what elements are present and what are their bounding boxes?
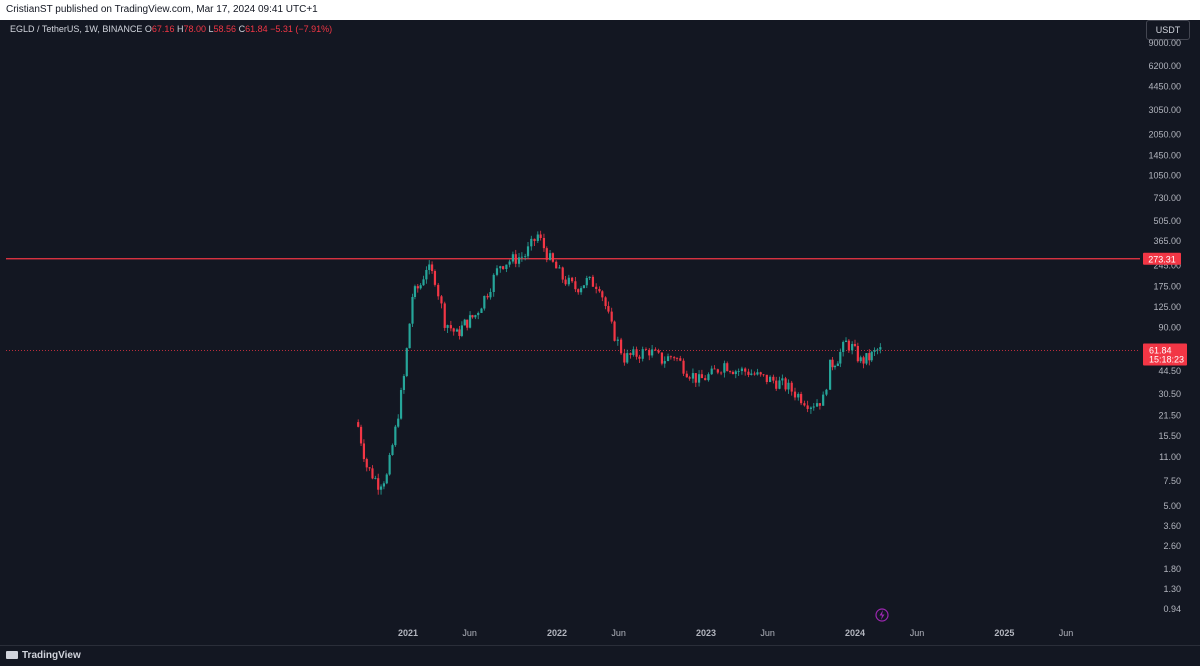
legend-high-label: H xyxy=(176,24,184,34)
brand-text: TradingView xyxy=(22,650,81,661)
legend-open-label: O xyxy=(144,24,152,34)
legend-open: 67.16 xyxy=(151,24,175,34)
tradingview-logo: TradingView xyxy=(6,650,81,661)
footer: TradingView xyxy=(0,645,1200,666)
legend-change: −5.31 (−7.91%) xyxy=(270,24,333,34)
legend-close-label: C xyxy=(238,24,246,34)
legend-low: 58.56 xyxy=(213,24,237,34)
publish-header: CristianST published on TradingView.com,… xyxy=(0,0,1200,20)
legend-close: 61.84 xyxy=(245,24,268,34)
chart-area[interactable] xyxy=(0,20,1200,645)
legend: EGLD / TetherUS, 1W, BINANCE O67.16 H78.… xyxy=(10,24,332,34)
legend-low-label: L xyxy=(208,24,214,34)
currency-button[interactable]: USDT xyxy=(1146,20,1190,40)
publish-text: CristianST published on TradingView.com,… xyxy=(6,4,318,15)
legend-high: 78.00 xyxy=(183,24,206,34)
tv-mark-icon xyxy=(6,651,18,660)
legend-symbol[interactable]: EGLD / TetherUS, 1W, BINANCE xyxy=(10,24,143,34)
